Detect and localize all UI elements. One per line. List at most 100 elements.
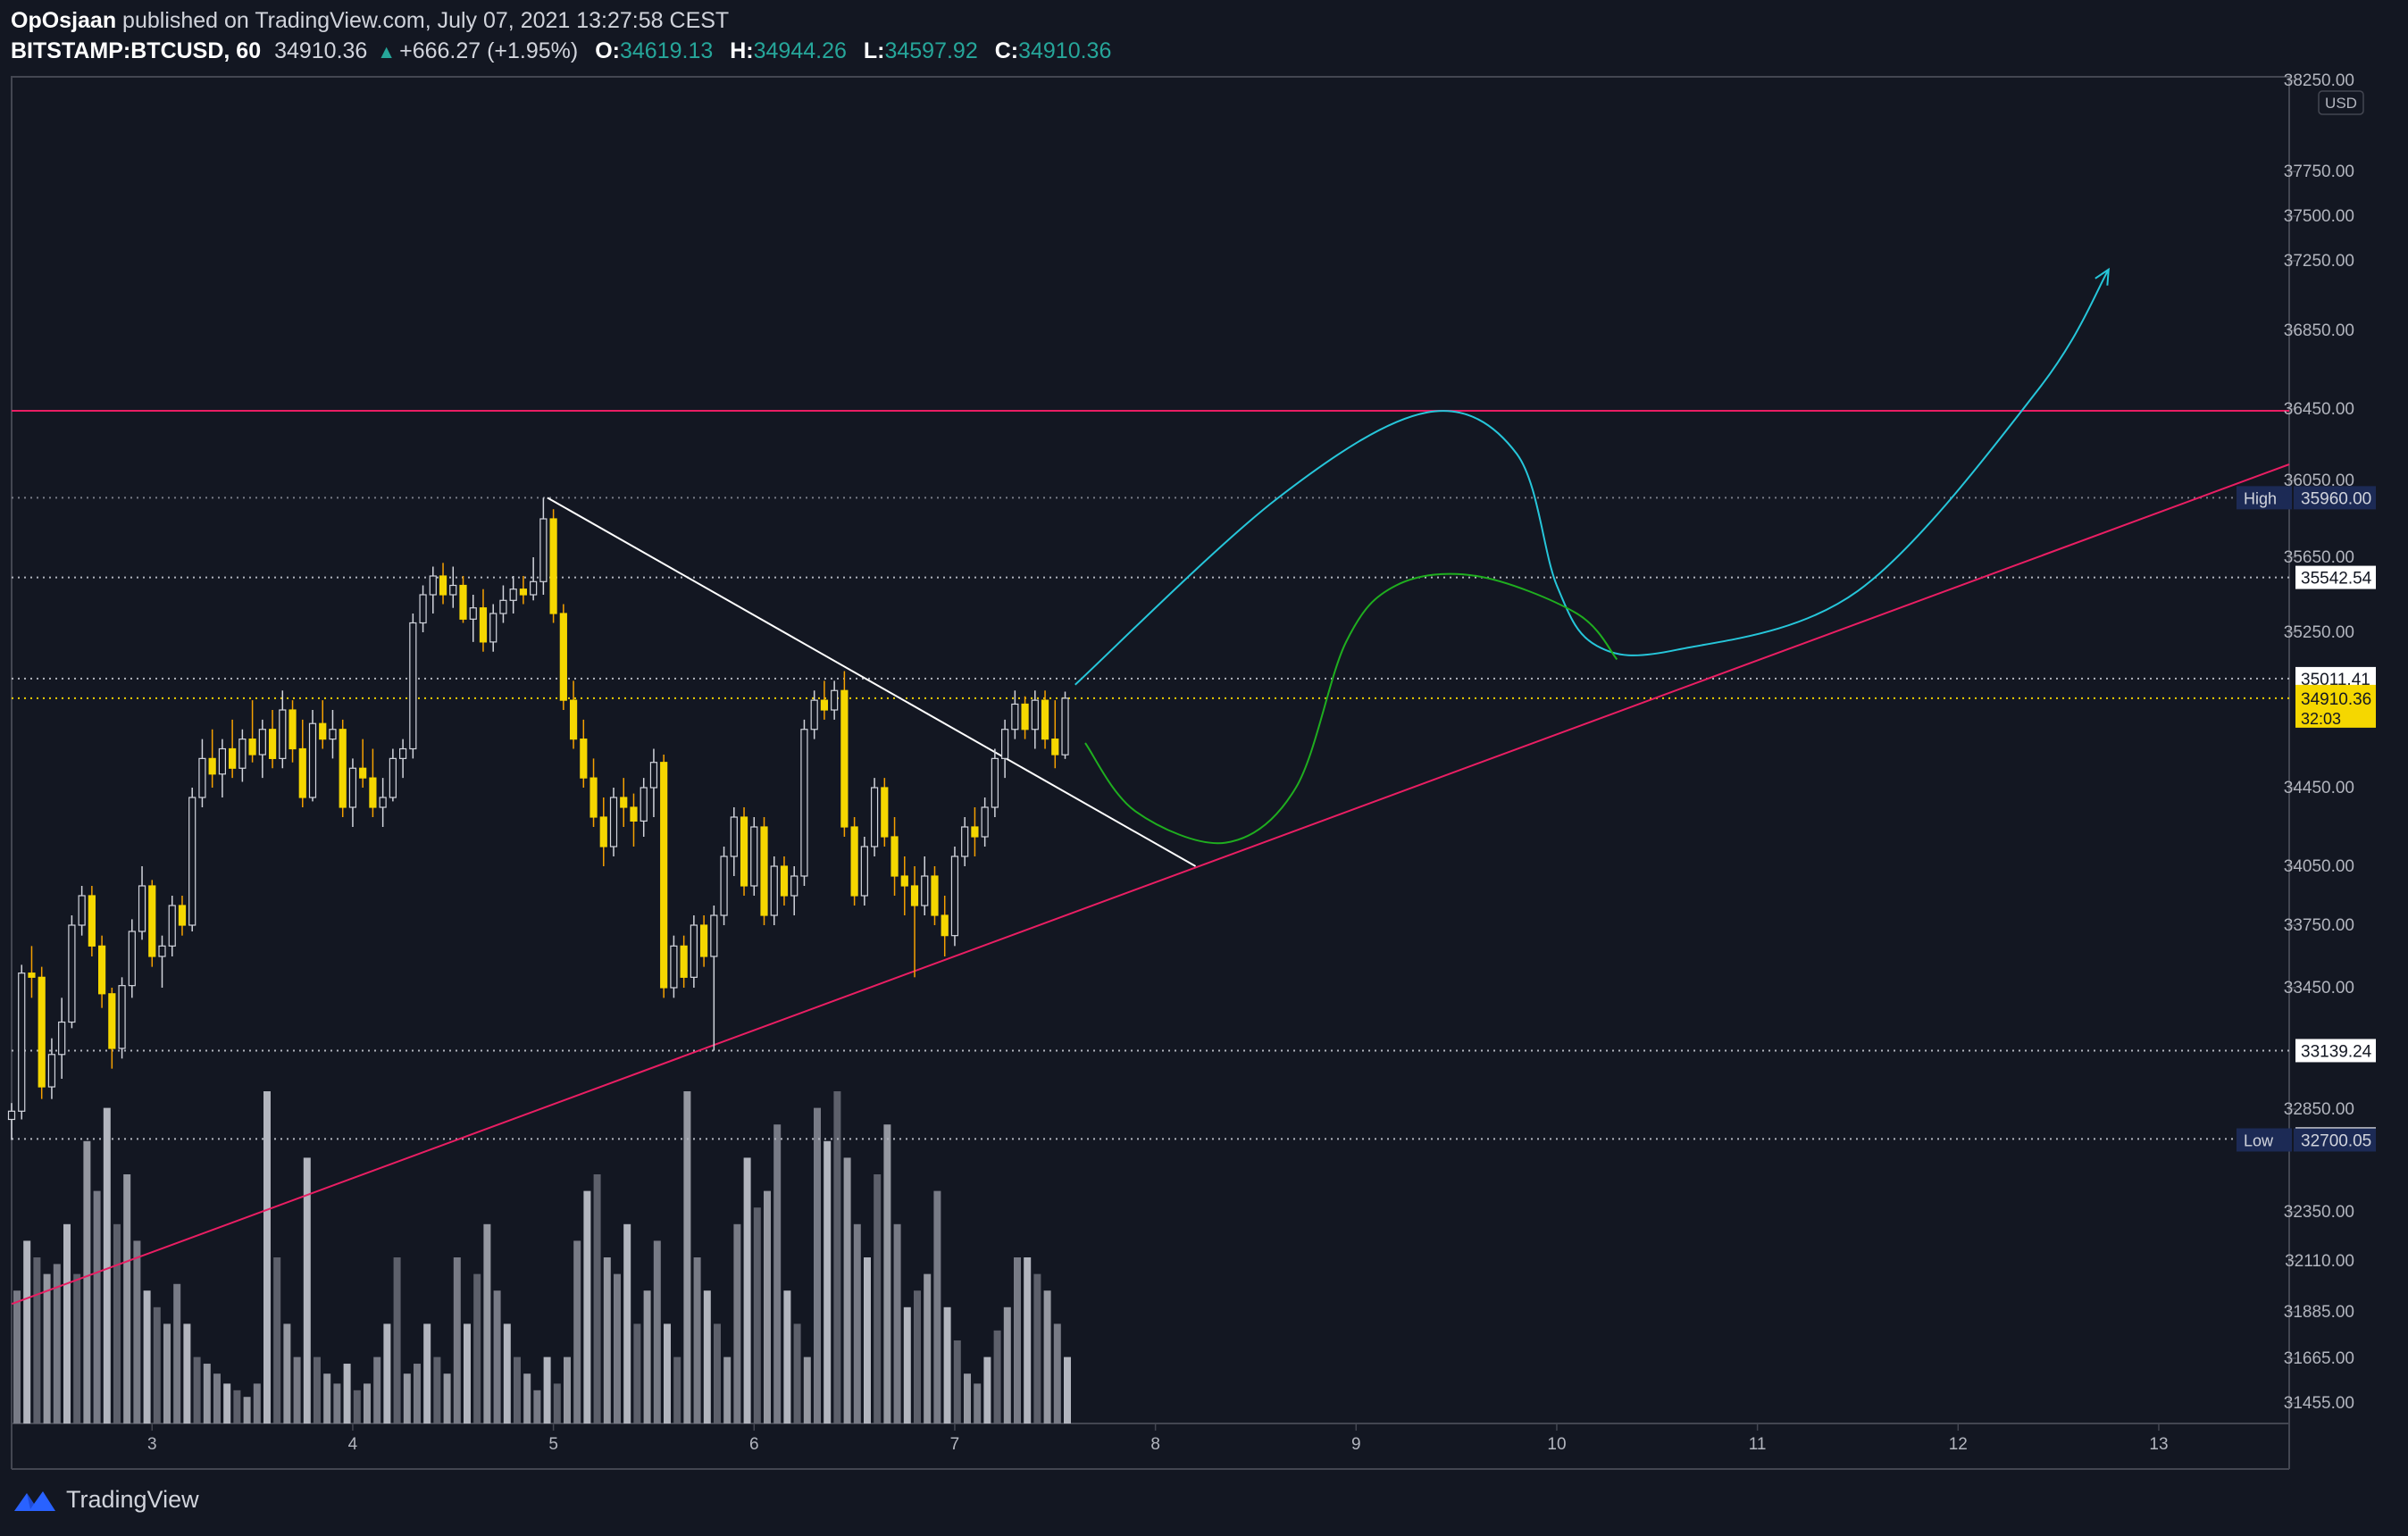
candle bbox=[860, 837, 868, 906]
x-tick-label: 12 bbox=[1949, 1435, 1968, 1454]
volume-bar bbox=[173, 1283, 181, 1423]
candle bbox=[308, 710, 317, 802]
candle-body bbox=[549, 518, 557, 614]
candle bbox=[138, 866, 146, 940]
price-label-bg bbox=[2295, 565, 2376, 589]
volume-bar bbox=[764, 1190, 771, 1423]
candle bbox=[379, 778, 387, 827]
candle bbox=[489, 604, 497, 652]
volume-bar bbox=[533, 1390, 541, 1423]
candle bbox=[229, 719, 237, 779]
volume-bar bbox=[283, 1323, 291, 1423]
volume-bar bbox=[543, 1357, 551, 1423]
tradingview-footer[interactable]: TradingView bbox=[13, 1486, 199, 1514]
volume-bar bbox=[874, 1174, 882, 1423]
close-value: 34910.36 bbox=[1018, 38, 1112, 63]
x-tick-label: 13 bbox=[2149, 1435, 2168, 1454]
time-axis[interactable]: 3 4 5 6 7 8 9 10 11 12 13 bbox=[147, 1423, 2169, 1454]
plot-frame bbox=[11, 76, 2290, 1424]
volume-bar bbox=[203, 1364, 211, 1423]
candle-body bbox=[900, 875, 908, 887]
high-value: 34944.26 bbox=[753, 38, 847, 63]
candle bbox=[730, 807, 738, 876]
candle-body bbox=[499, 599, 507, 614]
y-tick-label: 32850.00 bbox=[2284, 1100, 2354, 1119]
candle-body bbox=[339, 729, 347, 808]
candle-body bbox=[971, 826, 979, 838]
candle-body bbox=[7, 1110, 16, 1121]
candle bbox=[670, 935, 678, 998]
price-label[interactable]: 35542.54 bbox=[2295, 565, 2376, 589]
volume-bar bbox=[303, 1157, 311, 1423]
candle-body bbox=[279, 709, 287, 759]
candle-body bbox=[419, 594, 427, 624]
candle bbox=[760, 817, 768, 925]
author-name[interactable]: OpOsjaan bbox=[11, 8, 117, 33]
candle bbox=[549, 509, 557, 623]
candle-body bbox=[921, 875, 929, 906]
volume-bar bbox=[83, 1140, 91, 1423]
candle bbox=[780, 856, 789, 906]
candle-body bbox=[580, 739, 588, 779]
volume-bar bbox=[364, 1383, 371, 1423]
candle-body bbox=[208, 757, 216, 775]
candle bbox=[609, 788, 618, 856]
candle-body bbox=[98, 945, 106, 995]
volume-bar bbox=[464, 1323, 471, 1423]
volume-bar bbox=[753, 1207, 761, 1423]
candles bbox=[7, 497, 1069, 1140]
volume-bar bbox=[433, 1357, 441, 1423]
volume-bar bbox=[783, 1290, 791, 1423]
candle bbox=[870, 778, 879, 856]
candle bbox=[750, 817, 758, 896]
publish-info: published on TradingView.com, July 07, 2… bbox=[122, 8, 730, 33]
symbol-name[interactable]: BITSTAMP:BTCUSD, 60 bbox=[11, 38, 262, 63]
candle-body bbox=[620, 797, 628, 808]
trendline bbox=[11, 463, 2290, 1306]
open-key: O: bbox=[595, 38, 620, 63]
candle bbox=[218, 739, 227, 797]
candle-body bbox=[710, 914, 718, 957]
candle bbox=[238, 729, 247, 782]
volume-bar bbox=[793, 1323, 801, 1423]
volume-bar bbox=[243, 1397, 251, 1423]
volume-bar bbox=[273, 1257, 281, 1423]
low-value: 34597.92 bbox=[884, 38, 978, 63]
x-tick-label: 7 bbox=[950, 1435, 960, 1454]
volume-bar bbox=[93, 1190, 101, 1423]
volume-bar bbox=[553, 1383, 561, 1423]
x-tick-label: 5 bbox=[548, 1435, 558, 1454]
candle bbox=[680, 935, 688, 988]
candle bbox=[971, 807, 979, 856]
volume-bar bbox=[414, 1364, 421, 1423]
candle bbox=[710, 906, 718, 1051]
candle-body bbox=[389, 757, 397, 798]
candle bbox=[459, 576, 467, 623]
candle-body bbox=[168, 905, 176, 947]
candle-body bbox=[429, 575, 437, 596]
price-label-bg bbox=[2295, 1039, 2376, 1063]
price-label[interactable]: 33139.24 bbox=[2295, 1039, 2376, 1063]
price-axis[interactable]: 38250.00 37750.00 37500.00 37250.00 36850.00… bbox=[2284, 71, 2354, 1413]
volume-bar bbox=[503, 1323, 511, 1423]
currency-badge[interactable]: USD bbox=[2318, 90, 2364, 115]
price-label[interactable]: High 35960.00 bbox=[2237, 486, 2376, 510]
candle bbox=[790, 866, 798, 915]
volume-bar bbox=[443, 1373, 451, 1423]
volume-bar bbox=[133, 1240, 141, 1423]
candle bbox=[399, 739, 407, 779]
candle bbox=[740, 807, 748, 896]
price-label[interactable]: Low 32700.05 bbox=[2237, 1128, 2376, 1152]
candle-body bbox=[790, 875, 798, 897]
candle bbox=[840, 671, 849, 837]
candle-body bbox=[47, 1054, 56, 1088]
candle-body bbox=[319, 722, 327, 740]
candle-body bbox=[991, 757, 999, 808]
candle-body bbox=[268, 729, 277, 759]
candle-body bbox=[589, 777, 598, 818]
tradingview-logo-icon bbox=[14, 1490, 55, 1511]
volume-bar bbox=[63, 1223, 71, 1423]
candle bbox=[178, 896, 187, 936]
